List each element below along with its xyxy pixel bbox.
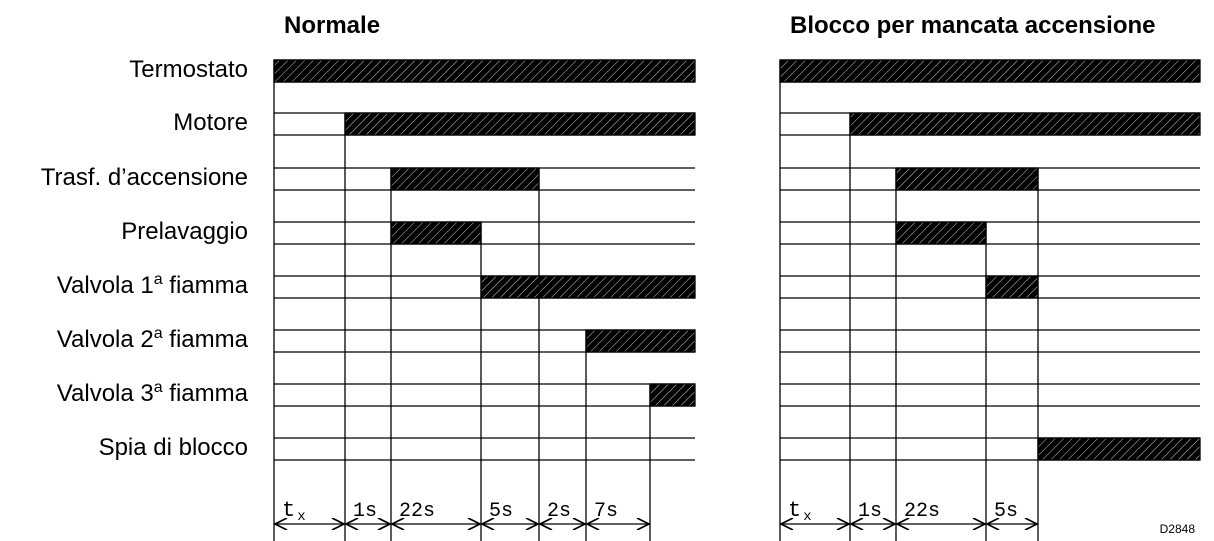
duration-label: 7s — [594, 500, 618, 523]
row-label-tail: fiamma — [163, 380, 249, 407]
row-label-text: Termostato — [129, 56, 248, 83]
signal-on-bar — [985, 275, 1039, 299]
row-label: Valvola 2a fiamma — [57, 325, 249, 353]
diagram-title-blocco: Blocco per mancata accensione — [790, 12, 1155, 39]
row-label: Valvola 1a fiamma — [57, 271, 249, 299]
row-label-text: Valvola 1 — [57, 272, 154, 299]
row-label-text: Valvola 2 — [57, 326, 154, 353]
row-label: Trasf. d’accensione — [41, 164, 248, 191]
signal-on-bar — [344, 112, 696, 136]
duration-label: 22s — [904, 500, 940, 523]
row-labels: Termostato Motore Trasf. d’accensione Prela… — [41, 56, 249, 461]
signal-on-bar — [895, 221, 987, 245]
signal-on-bar — [649, 383, 696, 407]
row-label-superscript: a — [154, 325, 163, 342]
duration-label: 22s — [399, 500, 435, 523]
signal-on-bar — [779, 59, 1201, 83]
row-label: Spia di blocco — [99, 434, 248, 461]
signal-on-bar — [895, 167, 1039, 191]
row-label-tail: fiamma — [163, 272, 249, 299]
signal-on-bar — [1037, 437, 1201, 461]
duration-label-main: t — [788, 498, 801, 523]
diagram-title-normale: Normale — [284, 12, 380, 39]
row-label-superscript: a — [154, 271, 163, 288]
row-label-text: Prelavaggio — [121, 218, 248, 245]
duration-label: 5s — [994, 500, 1018, 523]
timing-diagram-blocco: t x 1s 22s 5s — [779, 59, 1201, 541]
signal-on-bar — [849, 112, 1201, 136]
row-label: Termostato — [129, 56, 248, 83]
row-label: Motore — [173, 109, 248, 136]
signal-on-bar — [390, 167, 540, 191]
drawing-code: D2848 — [1160, 522, 1196, 536]
duration-label-main: t — [282, 498, 295, 523]
signal-on-bar — [585, 329, 696, 353]
signal-on-bar — [390, 221, 482, 245]
row-label-text: Valvola 3 — [57, 380, 154, 407]
row-label-superscript: a — [154, 379, 163, 396]
row-label: Valvola 3a fiamma — [57, 379, 249, 407]
row-label-text: Motore — [173, 109, 248, 136]
duration-label: 1s — [858, 500, 882, 523]
signal-on-bar — [480, 275, 696, 299]
row-label-text: Trasf. d’accensione — [41, 164, 248, 191]
duration-label: 2s — [547, 500, 571, 523]
duration-label: 5s — [489, 500, 513, 523]
duration-label-subscript: x — [297, 509, 305, 525]
row-label-tail: fiamma — [163, 326, 249, 353]
timing-diagram-normale: t x 1s 22s 5s 2s 7s — [273, 59, 696, 541]
signal-on-bar — [273, 59, 696, 83]
duration-label: 1s — [353, 500, 377, 523]
duration-label-subscript: x — [803, 509, 811, 525]
row-label: Prelavaggio — [121, 218, 248, 245]
row-label-text: Spia di blocco — [99, 434, 248, 461]
